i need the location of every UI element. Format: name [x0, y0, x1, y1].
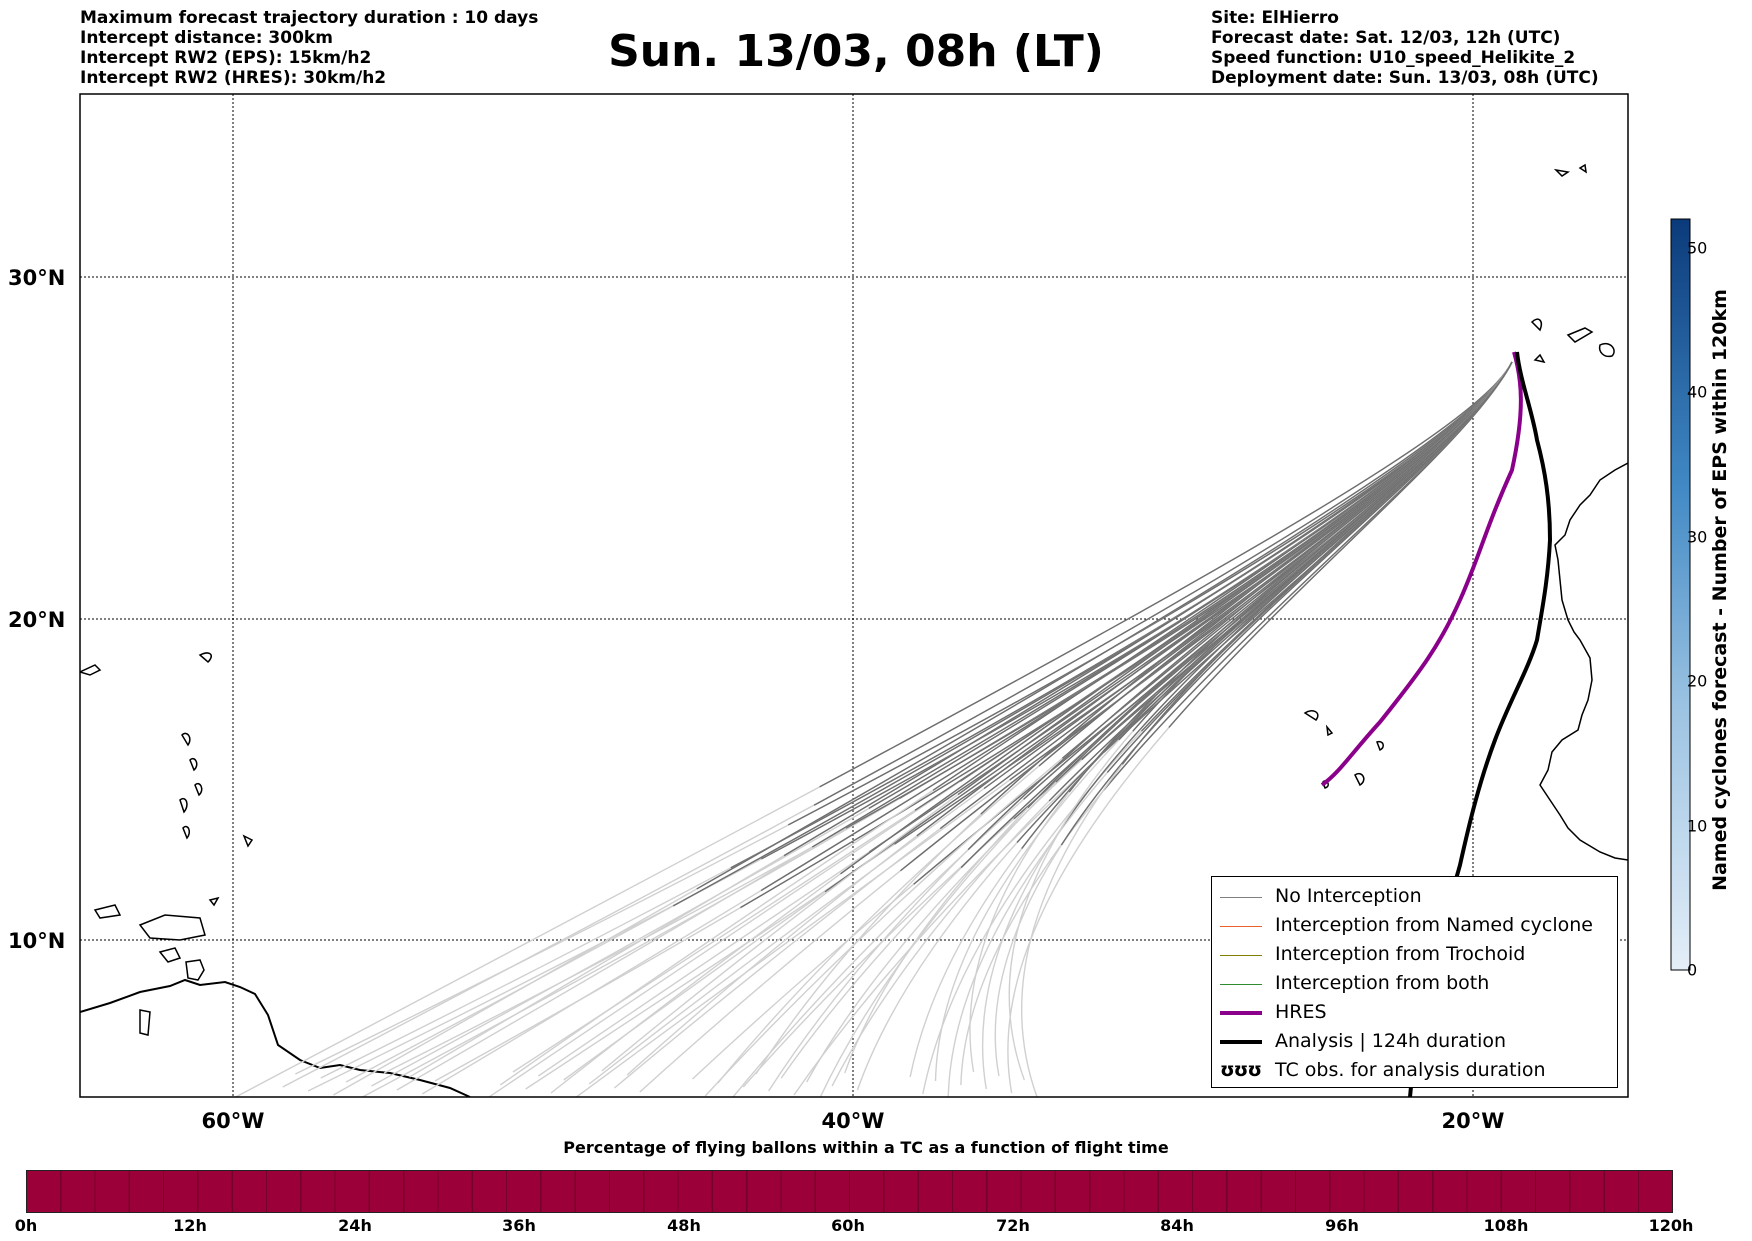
param-line: Intercept RW2 (EPS): 15km/h2	[80, 48, 372, 68]
legend-item: No Interception	[1212, 883, 1617, 911]
percentage-tick: 36h	[502, 1216, 536, 1235]
trajectory-line	[1020, 361, 1513, 1097]
legend-swatch	[1220, 1011, 1262, 1015]
trajectory-line	[755, 361, 1513, 1075]
site-line: Forecast date: Sat. 12/03, 12h (UTC)	[1211, 28, 1561, 48]
legend-swatch	[1220, 926, 1262, 927]
colorbar-tick: 10	[1687, 816, 1708, 836]
cyclone-symbols-icon: ʊʊʊ	[1220, 1059, 1262, 1081]
legend-item: Interception from both	[1212, 970, 1617, 998]
coastlines	[80, 163, 1628, 1097]
colorbar-tick: 30	[1687, 527, 1708, 547]
colorbar-gradient	[1670, 218, 1691, 971]
lat-label: 30°N	[8, 266, 65, 290]
legend-item: Interception from Named cyclone	[1212, 912, 1617, 940]
map-legend: No Interception Interception from Named …	[1211, 876, 1618, 1088]
site-line: Deployment date: Sun. 13/03, 08h (UTC)	[1211, 68, 1599, 88]
percentage-tick: 108h	[1483, 1216, 1529, 1235]
legend-label: TC obs. for analysis duration	[1275, 1059, 1546, 1081]
percentage-tick: 84h	[1160, 1216, 1194, 1235]
lon-label: 60°W	[202, 1109, 265, 1133]
percentage-bar	[26, 1170, 1673, 1213]
page-title: Sun. 13/03, 08h (LT)	[608, 26, 1104, 77]
ensemble-trajectories	[234, 361, 1513, 1097]
param-line: Intercept distance: 300km	[80, 28, 333, 48]
legend-swatch	[1220, 984, 1262, 985]
legend-label: HRES	[1275, 1001, 1327, 1023]
lat-label: 20°N	[8, 608, 65, 632]
lon-label: 20°W	[1442, 1109, 1505, 1133]
trajectory-line	[234, 361, 1513, 1097]
lon-label: 40°W	[822, 1109, 885, 1133]
percentage-tick: 48h	[667, 1216, 701, 1235]
site-info: Site: ElHierro Forecast date: Sat. 12/03…	[1211, 8, 1599, 88]
colorbar-tick: 50	[1687, 238, 1708, 258]
site-line: Speed function: U10_speed_Helikite_2	[1211, 48, 1576, 68]
percentage-bar-title: Percentage of flying ballons within a TC…	[563, 1138, 1169, 1157]
colorbar-title: Named cyclones forecast - Number of EPS …	[1709, 289, 1731, 891]
colorbar-tick: 20	[1687, 671, 1708, 691]
trajectory-line	[1008, 361, 1513, 1081]
lat-label: 10°N	[8, 929, 65, 953]
param-line: Intercept RW2 (HRES): 30km/h2	[80, 68, 387, 88]
percentage-tick: 24h	[338, 1216, 372, 1235]
percentage-tick: 120h	[1648, 1216, 1694, 1235]
legend-label: Interception from both	[1275, 972, 1490, 994]
percentage-tick: 0h	[14, 1216, 38, 1235]
legend-item: ʊʊʊ TC obs. for analysis duration	[1212, 1057, 1617, 1085]
map-gridlines	[80, 94, 1628, 1097]
colorbar-tick: 0	[1687, 960, 1698, 980]
param-line: Maximum forecast trajectory duration : 1…	[80, 8, 539, 28]
percentage-tick: 96h	[1325, 1216, 1359, 1235]
percentage-tick: 12h	[173, 1216, 207, 1235]
legend-swatch	[1220, 1040, 1262, 1044]
map-frame	[79, 93, 1629, 1098]
trajectory-line	[1007, 361, 1513, 1094]
legend-label: No Interception	[1275, 885, 1422, 907]
legend-item: Analysis | 124h duration	[1212, 1028, 1617, 1056]
trajectory-line	[409, 361, 1513, 1078]
percentage-tick: 72h	[996, 1216, 1030, 1235]
legend-label: Interception from Named cyclone	[1275, 914, 1593, 936]
legend-swatch	[1220, 955, 1262, 956]
hres-trajectory	[1320, 351, 1523, 787]
legend-swatch	[1220, 897, 1262, 898]
colorbar-tick: 40	[1687, 382, 1708, 402]
percentage-tick: 60h	[831, 1216, 865, 1235]
legend-item: HRES	[1212, 999, 1617, 1027]
site-line: Site: ElHierro	[1211, 8, 1339, 28]
legend-label: Interception from Trochoid	[1275, 943, 1526, 965]
legend-item: Interception from Trochoid	[1212, 941, 1617, 969]
forecast-parameters: Maximum forecast trajectory duration : 1…	[80, 8, 538, 88]
legend-label: Analysis | 124h duration	[1275, 1030, 1507, 1052]
